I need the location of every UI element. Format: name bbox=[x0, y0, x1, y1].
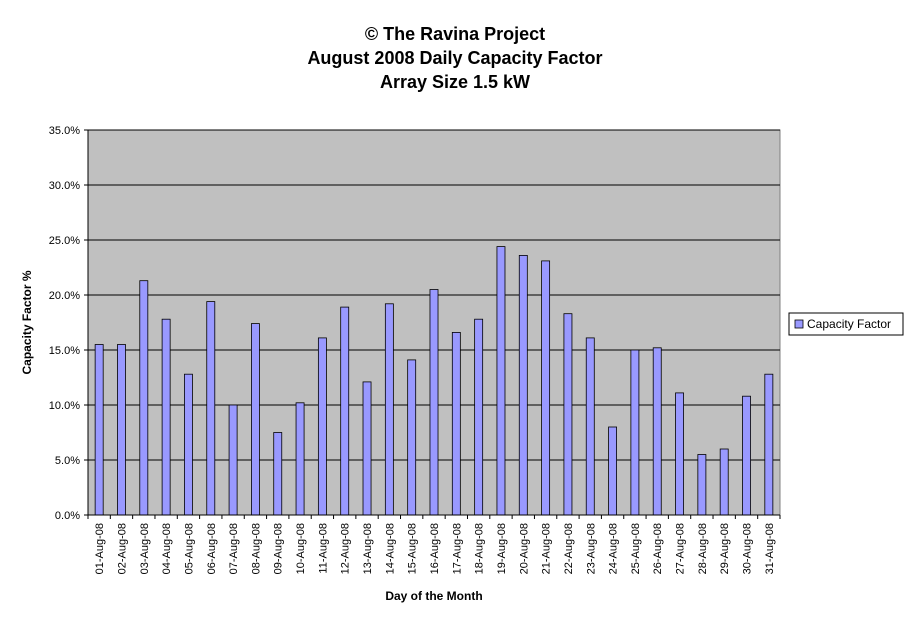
bar bbox=[251, 323, 260, 516]
x-tick-label: 26-Aug-08 bbox=[652, 523, 664, 574]
x-tick-label: 28-Aug-08 bbox=[697, 523, 709, 574]
chart-title-group: © The Ravina Project August 2008 Daily Ca… bbox=[307, 24, 602, 92]
legend-swatch bbox=[794, 319, 804, 329]
x-tick-label: 09-Aug-08 bbox=[273, 523, 285, 574]
bar bbox=[608, 426, 617, 516]
bar bbox=[161, 318, 171, 516]
x-tick-label: 01-Aug-08 bbox=[94, 523, 106, 574]
x-tick-label: 04-Aug-08 bbox=[161, 523, 173, 574]
x-tick-label: 22-Aug-08 bbox=[563, 523, 575, 574]
bar bbox=[630, 349, 640, 516]
y-tick-label: 25.0% bbox=[49, 235, 80, 247]
bar bbox=[362, 381, 372, 516]
bar bbox=[518, 254, 528, 516]
x-tick-label: 13-Aug-08 bbox=[362, 523, 374, 574]
bar bbox=[295, 402, 305, 516]
bar bbox=[496, 246, 506, 516]
bar bbox=[184, 373, 193, 516]
x-tick-label: 15-Aug-08 bbox=[407, 523, 419, 574]
y-tick-label: 20.0% bbox=[49, 290, 80, 302]
y-tick-label: 15.0% bbox=[49, 345, 80, 357]
bar bbox=[675, 392, 684, 516]
x-tick-label: 25-Aug-08 bbox=[630, 523, 642, 574]
bar bbox=[563, 313, 573, 516]
x-tick-label: 14-Aug-08 bbox=[384, 523, 396, 574]
x-axis-ticks: 01-Aug-08 02-Aug-08 03-Aug-08 04-Aug-08 05-A… bbox=[87, 515, 781, 574]
bar bbox=[317, 337, 327, 516]
x-tick-label: 23-Aug-08 bbox=[585, 523, 597, 574]
x-tick-label: 10-Aug-08 bbox=[295, 523, 307, 574]
x-tick-label: 06-Aug-08 bbox=[206, 523, 218, 574]
bar bbox=[451, 331, 461, 516]
y-tick-label: 5.0% bbox=[55, 455, 80, 467]
bar bbox=[742, 395, 751, 516]
x-tick-label: 17-Aug-08 bbox=[451, 523, 463, 574]
bar bbox=[139, 280, 149, 516]
x-tick-label: 29-Aug-08 bbox=[719, 523, 731, 574]
x-tick-label: 24-Aug-08 bbox=[608, 523, 620, 574]
y-tick-label: 35.0% bbox=[49, 125, 80, 137]
bar bbox=[384, 303, 394, 516]
x-tick-label: 27-Aug-08 bbox=[675, 523, 687, 574]
bar bbox=[697, 454, 707, 516]
bar bbox=[228, 404, 238, 516]
bar bbox=[117, 344, 126, 516]
x-tick-label: 20-Aug-08 bbox=[518, 523, 530, 574]
bar bbox=[719, 448, 729, 516]
x-tick-label: 19-Aug-08 bbox=[496, 523, 508, 574]
x-tick-label: 30-Aug-08 bbox=[742, 523, 754, 574]
x-tick-label: 07-Aug-08 bbox=[228, 523, 240, 574]
x-tick-label: 11-Aug-08 bbox=[317, 523, 329, 574]
axes bbox=[87, 130, 780, 516]
legend-box bbox=[788, 312, 904, 336]
y-tick-label: 10.0% bbox=[49, 400, 80, 412]
bar bbox=[541, 260, 551, 516]
legend-label: Capacity Factor bbox=[807, 317, 891, 331]
chart-title-line: Array Size 1.5 kW bbox=[380, 72, 530, 92]
x-tick-label: 18-Aug-08 bbox=[474, 523, 486, 574]
bar bbox=[206, 301, 216, 516]
y-axis-title: Capacity Factor % bbox=[20, 270, 34, 374]
bar bbox=[429, 289, 439, 516]
gridlines bbox=[88, 129, 780, 461]
bar bbox=[652, 347, 662, 516]
x-tick-label: 16-Aug-08 bbox=[429, 523, 441, 574]
chart-title-line: © The Ravina Project bbox=[365, 24, 545, 44]
bar bbox=[94, 344, 104, 516]
x-tick-label: 02-Aug-08 bbox=[116, 523, 128, 574]
x-tick-label: 05-Aug-08 bbox=[183, 523, 195, 574]
legend: Capacity Factor bbox=[788, 312, 904, 336]
y-tick-label: 30.0% bbox=[49, 180, 80, 192]
bar bbox=[585, 337, 595, 516]
x-tick-label: 03-Aug-08 bbox=[139, 523, 151, 574]
bar bbox=[764, 373, 774, 516]
x-axis-title: Day of the Month bbox=[385, 589, 482, 603]
chart-title-line: August 2008 Daily Capacity Factor bbox=[307, 48, 602, 68]
x-tick-label: 31-Aug-08 bbox=[764, 523, 776, 574]
bar bbox=[273, 432, 283, 516]
bar bbox=[474, 318, 484, 516]
x-tick-label: 21-Aug-08 bbox=[541, 523, 553, 574]
x-tick-label: 08-Aug-08 bbox=[250, 523, 262, 574]
x-tick-label: 12-Aug-08 bbox=[340, 523, 352, 574]
y-tick-label: 0.0% bbox=[55, 510, 80, 522]
bar bbox=[407, 359, 417, 516]
y-axis-ticks: 0.0% 5.0% 10.0% 15.0% 20.0% 25.0% 30.0% 35.0% bbox=[49, 125, 88, 522]
bar bbox=[340, 306, 350, 516]
